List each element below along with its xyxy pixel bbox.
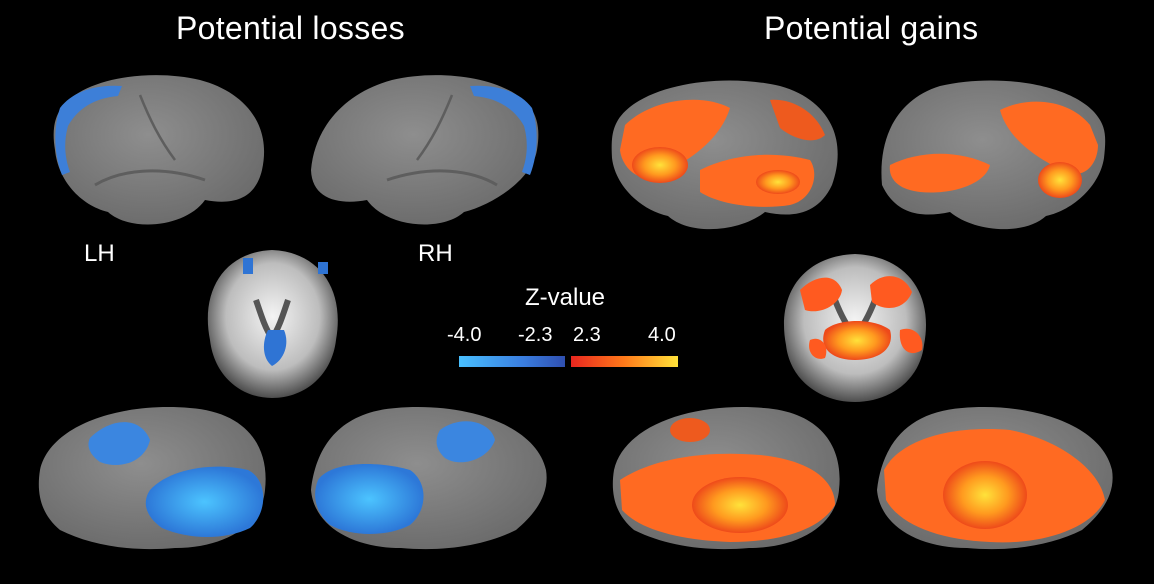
losses-lateral-left-brain bbox=[53, 75, 265, 225]
gains-title: Potential gains bbox=[764, 10, 979, 46]
colorbar-tick-pos-max: 4.0 bbox=[648, 324, 676, 346]
losses-coronal-slice bbox=[198, 244, 348, 404]
gains-lateral-right-brain bbox=[881, 80, 1106, 230]
losses-title: Potential losses bbox=[176, 10, 405, 46]
losses-right-medial-activation bbox=[315, 464, 424, 535]
losses-medial-right-brain bbox=[311, 407, 547, 550]
losses-coronal-activation bbox=[263, 330, 287, 366]
gains-medial-right-brain bbox=[877, 407, 1113, 550]
gains-medial-left-brain bbox=[612, 407, 840, 550]
left-hemisphere-label: LH bbox=[84, 240, 115, 267]
losses-left-medial-activation bbox=[145, 466, 264, 537]
gains-lateral-left-brain bbox=[611, 80, 838, 230]
colorbar-negative bbox=[459, 356, 565, 367]
gains-coronal-activation bbox=[823, 321, 891, 360]
colorbar-tick-pos-threshold: 2.3 bbox=[573, 324, 601, 346]
losses-medial-left-brain bbox=[38, 407, 266, 550]
right-hemisphere-label: RH bbox=[418, 240, 453, 267]
losses-right-lateral-activation bbox=[470, 85, 537, 175]
colorbar-tick-neg-threshold: -2.3 bbox=[518, 324, 553, 346]
losses-lateral-right-brain bbox=[311, 75, 539, 225]
gains-right-lateral-activation bbox=[889, 153, 990, 193]
colorbar-tick-neg-max: -4.0 bbox=[447, 324, 482, 346]
losses-left-lateral-activation bbox=[55, 85, 122, 175]
colorbar-positive bbox=[571, 356, 678, 367]
gains-coronal-slice bbox=[762, 248, 947, 408]
colorbar-title: Z-value bbox=[525, 284, 606, 311]
